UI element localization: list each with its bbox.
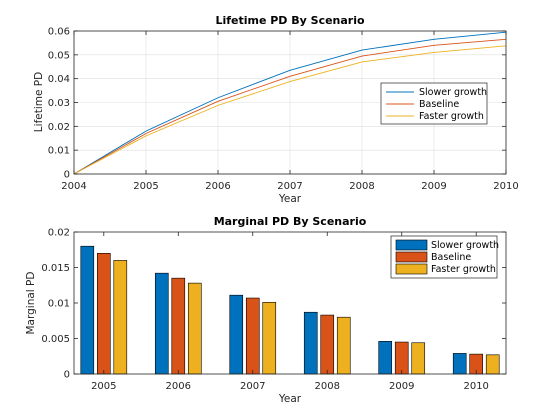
top-y-tick-label: 0.01 [48, 146, 70, 157]
bottom-x-tick-label: 2005 [91, 381, 116, 392]
bottom-x-tick-label: 2007 [240, 381, 265, 392]
bar-series-1-cat-3 [320, 314, 335, 375]
marginal-pd-title: Marginal PD By Scenario [214, 215, 367, 228]
lifetime-pd-ticks: 2004 2005 2006 2007 2008 2009 2010 0 0.01 0.02 0.0… [48, 27, 519, 193]
legend-label-slower-growth-bar: Slower growth [431, 240, 499, 251]
legend-label-slower-growth: Slower growth [419, 87, 487, 98]
bar-series-1-cat-1 [171, 277, 186, 375]
bottom-y-tick-label: 0.005 [41, 334, 70, 345]
legend-label-faster-growth: Faster growth [419, 111, 484, 122]
bar-series-2-cat-1 [187, 282, 202, 375]
top-y-tick-label: 0.05 [48, 50, 70, 61]
line-series-2 [73, 45, 507, 175]
marginal-pd-chart: Marginal PD By Scenario 2005 2006 2007 2008… [25, 215, 507, 405]
line-series-1 [73, 38, 507, 175]
bottom-y-tick-label: 0.02 [48, 228, 70, 239]
lifetime-pd-legend: Slower growth Baseline Faster growth [380, 82, 488, 125]
lifetime-pd-title: Lifetime PD By Scenario [215, 14, 365, 27]
bar-series-0-cat-3 [303, 311, 318, 375]
bar-series-2-cat-5 [485, 354, 500, 375]
top-x-tick-label: 2006 [205, 181, 230, 192]
bar-series-0-cat-4 [378, 341, 393, 375]
legend-label-faster-growth-bar: Faster growth [431, 264, 496, 275]
bar-series-1-cat-0 [96, 253, 111, 375]
lifetime-pd-lines [73, 31, 507, 175]
bottom-y-tick-label: 0.01 [48, 299, 70, 310]
bar-series-2-cat-2 [262, 301, 277, 375]
legend-label-baseline: Baseline [419, 99, 459, 110]
bar-series-0-cat-0 [80, 245, 95, 375]
top-y-tick-label: 0.02 [48, 122, 70, 133]
bottom-x-tick-label: 2010 [463, 381, 488, 392]
top-x-tick-label: 2007 [277, 181, 302, 192]
marginal-pd-xlabel: Year [278, 393, 302, 405]
bar-series-2-cat-4 [411, 342, 426, 375]
bottom-y-tick-label: 0 [64, 370, 70, 381]
top-y-tick-label: 0.03 [48, 98, 70, 109]
top-y-tick-label: 0.06 [48, 27, 70, 38]
bar-series-0-cat-1 [154, 272, 169, 375]
line-series-0 [73, 31, 507, 175]
top-x-tick-label: 2004 [61, 181, 86, 192]
bar-series-1-cat-4 [394, 341, 409, 375]
marginal-pd-ylabel: Marginal PD [25, 272, 37, 335]
bar-series-1-cat-2 [245, 297, 260, 375]
lifetime-pd-chart: Lifetime PD By Scenario 2004 2005 2006 2007… [33, 14, 519, 205]
top-y-tick-label: 0 [64, 170, 70, 181]
top-x-tick-label: 2008 [349, 181, 374, 192]
legend-swatch-baseline-bar [395, 251, 428, 263]
top-x-tick-label: 2005 [133, 181, 158, 192]
top-x-tick-label: 2009 [421, 181, 446, 192]
legend-swatch-faster-growth-bar [395, 263, 428, 275]
bottom-x-tick-label: 2008 [315, 381, 340, 392]
top-x-tick-label: 2010 [493, 181, 518, 192]
bar-series-2-cat-0 [113, 260, 128, 375]
bar-series-2-cat-3 [336, 316, 351, 375]
lifetime-pd-xlabel: Year [278, 193, 302, 205]
marginal-pd-bars [80, 245, 500, 375]
bottom-y-tick-label: 0.015 [41, 263, 70, 274]
top-y-tick-label: 0.04 [48, 74, 70, 85]
legend-swatch-slower-growth-bar [395, 239, 428, 251]
marginal-pd-legend: Slower growth Baseline Faster growth [390, 235, 499, 279]
bottom-x-tick-label: 2006 [166, 381, 191, 392]
bottom-x-tick-label: 2009 [389, 381, 414, 392]
bar-series-0-cat-5 [452, 353, 467, 375]
lifetime-pd-ylabel: Lifetime PD [33, 72, 45, 132]
legend-label-baseline-bar: Baseline [431, 252, 471, 263]
bar-series-0-cat-2 [229, 294, 244, 375]
marginal-pd-ticks: 2005 2006 2007 2008 2009 2010 0 0.005 0.01 0.015 0… [41, 228, 506, 392]
